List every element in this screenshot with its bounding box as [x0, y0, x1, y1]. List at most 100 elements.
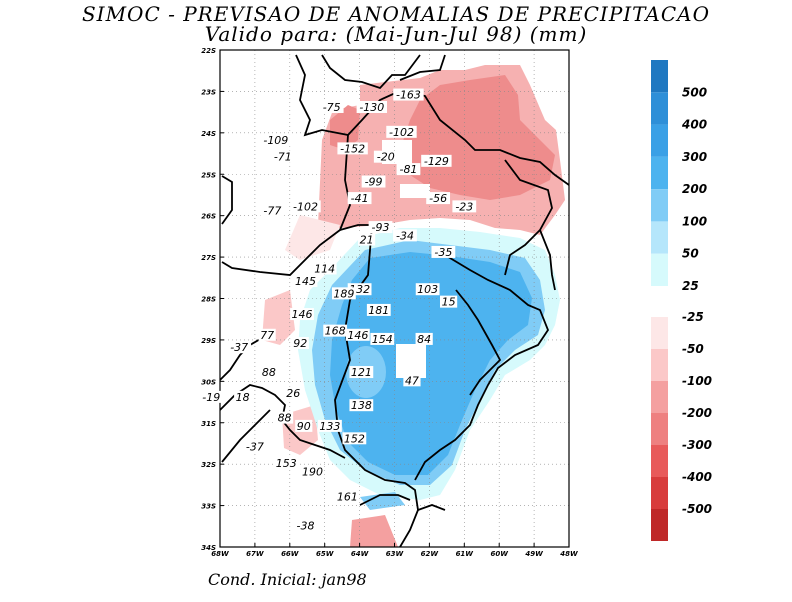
contour-label: -20	[377, 151, 395, 164]
contour-label: -152	[340, 142, 365, 155]
lat-tick-label: 27S	[201, 254, 216, 262]
contour-label-bg	[396, 163, 421, 176]
contour-label-bg	[335, 490, 360, 503]
colorbar-swatch	[651, 509, 668, 541]
contour-label: 84	[417, 333, 431, 346]
contour-label: 47	[405, 374, 419, 387]
contour-label: 90	[297, 420, 311, 433]
colorbar-label: 500	[682, 85, 707, 99]
contour-label-bg	[393, 88, 424, 101]
contour-label: 146	[347, 329, 368, 342]
contour-label-bg	[347, 192, 372, 205]
blank-cell	[396, 344, 426, 378]
contour-label-bg	[270, 150, 295, 163]
contour-label: -19	[202, 391, 220, 404]
lat-tick-label: 24S	[201, 130, 216, 138]
contour-label-bg	[349, 366, 374, 379]
lon-tick-label: 63W	[386, 550, 404, 558]
colorbar-label: -400	[682, 470, 712, 484]
lat-tick-label: 26S	[201, 213, 216, 221]
contour-label-bg	[403, 374, 421, 387]
contour-label-bg	[260, 366, 278, 379]
contour-label-bg	[312, 262, 337, 275]
contour-label: 26	[286, 387, 300, 400]
colorbar-label: -50	[682, 342, 704, 356]
lat-tick-label: 29S	[201, 337, 216, 345]
colorbar-swatch	[651, 253, 668, 286]
contour-label-bg	[275, 411, 294, 424]
lat-tick-label: 32S	[201, 461, 216, 469]
contour-label: 190	[302, 465, 323, 478]
graticule	[220, 50, 569, 547]
contour-label-bg	[439, 295, 458, 308]
contour-label: 152	[344, 432, 365, 445]
lat-tick-label: 28S	[201, 296, 216, 304]
weak-neg-region	[285, 215, 340, 260]
colorbar-label: -200	[682, 406, 712, 420]
colorbar-label: 50	[682, 247, 699, 261]
colorbar-label: -25	[682, 310, 704, 324]
contour-label-bg	[290, 200, 321, 213]
contour-label-bg	[234, 390, 252, 403]
contour-label-bg	[258, 328, 276, 341]
contour-label: 88	[262, 366, 276, 379]
colorbar-label: -300	[682, 438, 712, 452]
blank-cell	[400, 184, 430, 198]
contour-label-bg	[345, 328, 370, 341]
contour-label-bg	[373, 150, 398, 163]
contour-label-bg	[331, 287, 356, 300]
lon-tick-label: 48W	[560, 550, 578, 558]
initial-condition-note: Cond. Inicial: jan98	[208, 570, 367, 589]
neg-anomaly-core-2	[330, 105, 360, 150]
contour-label: 133	[319, 420, 340, 433]
contour-label: -37	[230, 341, 248, 354]
contour-label-bg	[421, 154, 452, 167]
contour-label: 181	[368, 304, 389, 317]
colorbar-swatch	[651, 189, 668, 222]
colorbar-label: -100	[682, 374, 712, 388]
contour-label-bg	[300, 465, 325, 478]
contour-label-bg	[361, 175, 386, 188]
colorbar-label: 400	[681, 118, 707, 132]
lon-tick-label: 66W	[281, 550, 299, 558]
lat-tick-label: 30S	[201, 378, 216, 386]
axis-ticks: 68W 67W 66W 65W 64W 63W 62W 61W 60W 49W 48W 22S 23S 2…	[201, 47, 578, 558]
contour-label: 88	[278, 412, 292, 425]
contour-label: -41	[351, 192, 369, 205]
lon-tick-label: 61W	[456, 550, 474, 558]
contour-label: 18	[236, 391, 250, 404]
contour-label: -81	[399, 163, 417, 176]
map-title: SIMOC - PREVISAO DE ANOMALIAS DE PRECIPI…	[81, 2, 711, 26]
contour-label-bg	[337, 142, 368, 155]
contour-label-bg	[295, 419, 313, 432]
contour-label: -37	[246, 441, 264, 454]
contour-label: -99	[365, 176, 383, 189]
contour-label: -56	[429, 192, 447, 205]
contour-label: 154	[372, 333, 393, 346]
political-borders	[220, 54, 569, 547]
contour-label-bg	[319, 100, 344, 113]
contour-label: -93	[372, 221, 390, 234]
colorbar-swatch	[651, 413, 668, 445]
contour-label: 153	[276, 457, 297, 470]
contour-label: -38	[297, 519, 315, 532]
colorbar-label: 100	[682, 214, 707, 228]
contour-label: 161	[337, 490, 358, 503]
weak-neg-region-bottom	[350, 515, 398, 547]
contour-label-bg	[260, 204, 285, 217]
lon-tick-label: 67W	[246, 550, 264, 558]
lat-tick-label: 31S	[201, 420, 216, 428]
contour-label: -102	[293, 200, 318, 213]
contour-label: -102	[389, 126, 414, 139]
colorbar-swatch	[651, 381, 668, 413]
lon-tick-label: 64W	[351, 550, 369, 558]
lon-tick-label: 68W	[211, 550, 229, 558]
colorbar-swatch	[651, 221, 668, 254]
contour-label-bg	[452, 200, 477, 213]
pos-patch-south	[360, 492, 405, 510]
contour-label-bg	[227, 341, 252, 354]
contour-label-bg	[260, 134, 292, 147]
colorbar-swatch	[651, 477, 668, 509]
contour-label: -23	[455, 200, 473, 213]
